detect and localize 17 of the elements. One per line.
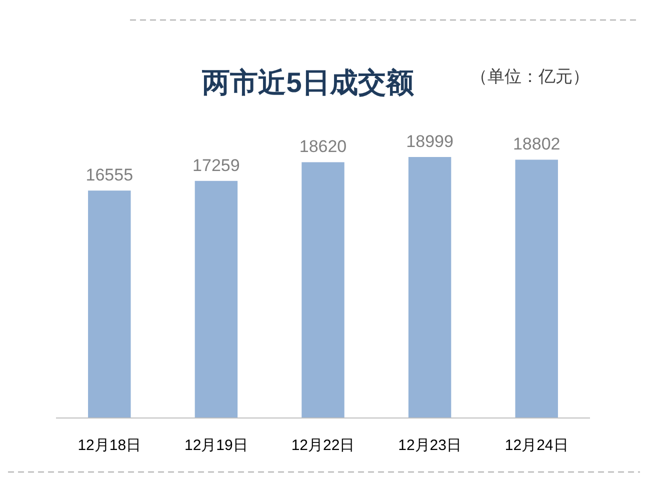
x-tick-label: 12月18日 <box>78 437 142 454</box>
bar <box>302 162 344 418</box>
data-label: 18802 <box>512 134 560 154</box>
bar <box>408 157 452 418</box>
text: （单位：亿元） <box>470 67 590 86</box>
x-tick-label: 12月24日 <box>504 437 568 454</box>
x-tick-label: 12月19日 <box>184 437 248 454</box>
bar <box>194 180 238 418</box>
x-tick-label: 12月23日 <box>398 437 462 454</box>
bar <box>515 160 558 418</box>
data-label: 17259 <box>192 156 240 175</box>
chart-title: 两市近5日成交额 <box>201 67 415 98</box>
bar <box>88 190 131 418</box>
data-label: 16555 <box>86 166 134 185</box>
data-label: 18620 <box>299 137 347 156</box>
data-label: 18999 <box>406 132 454 151</box>
x-tick-label: 12月22日 <box>291 437 355 454</box>
